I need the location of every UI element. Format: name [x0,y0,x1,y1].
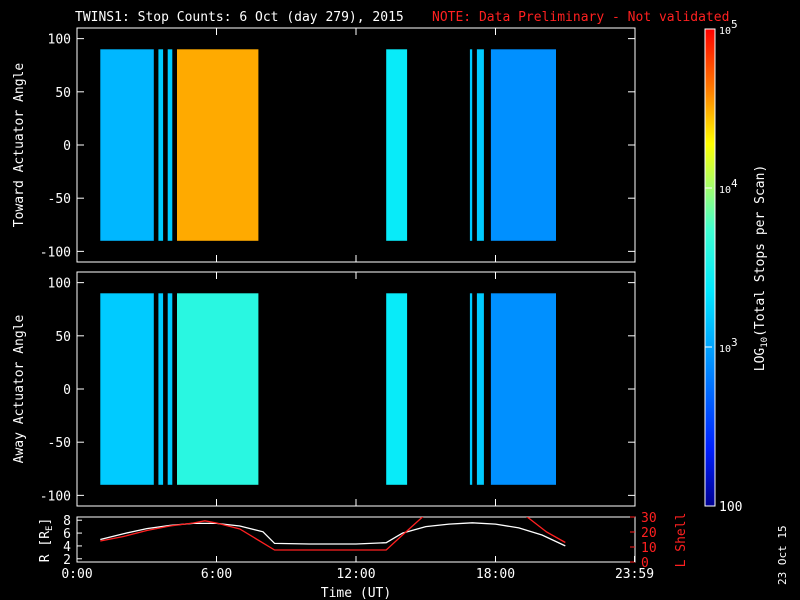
heatmap-block [167,49,173,241]
ytick-label: -50 [48,436,71,451]
heatmap-block [158,293,164,485]
heatmap-block [476,293,484,485]
chart-title: TWINS1: Stop Counts: 6 Oct (day 279), 20… [75,10,404,25]
heatmap-block [476,49,484,241]
colorbar: 105 104 103 100 LOG10(Total Stops per Scan) [704,18,770,515]
heatmap-block [100,49,154,241]
heatmap-block [167,293,173,485]
colorbar-scale [704,28,716,507]
heatmap-block [386,293,408,485]
orbit-x-ticks: 0:00 6:00 12:00 18:00 23:59 [61,556,654,582]
ytick-label: 0 [63,139,71,154]
toward-yaxis-ticks: 100 50 0 -50 -100 [40,28,636,262]
xaxis-label: Time (UT) [321,586,391,600]
heatmap-block [490,293,556,485]
colorbar-tick-label: 100 [719,500,742,515]
heatmap-block [386,49,408,241]
toward-heatmap [100,49,556,241]
xtick-label: 23:59 [615,567,654,582]
toward-ylabel: Toward Actuator Angle [12,63,27,228]
away-heatmap [100,293,556,485]
toward-angle-panel: 100 50 0 -50 -100 Toward Actuator Angle [12,27,636,263]
xtick-label: 12:00 [336,567,375,582]
away-angle-panel: 100 50 0 -50 -100 Away Actuator Angle [12,271,636,507]
lshell-label: L Shell [674,513,689,568]
lshell-series-line [100,517,566,551]
ytick-label: 0 [63,383,71,398]
colorbar-tick-label: 105 [719,18,738,37]
heatmap-block [469,49,473,241]
colorbar-ticks: 105 104 103 100 [705,18,742,515]
ytick-label: 100 [48,277,71,292]
ytick-label: -100 [40,489,71,504]
heatmap-block [158,49,164,241]
date-stamp: 23 Oct 15 [776,525,789,585]
ytick-label: 6 [63,527,71,542]
y2tick-label: 30 [641,511,657,526]
xtick-label: 6:00 [201,567,232,582]
colorbar-tick-label: 103 [719,336,738,355]
ytick-label: 4 [63,540,71,555]
heatmap-block [490,49,556,241]
ytick-label: 2 [63,553,71,568]
y2tick-label: 10 [641,541,657,556]
heatmap-block [469,293,473,485]
ytick-label: 100 [48,33,71,48]
heatmap-block [177,49,259,241]
ytick-label: 8 [63,514,71,529]
away-ylabel: Away Actuator Angle [12,314,27,463]
y2tick-label: 0 [641,556,649,571]
orbit-ylabel: R [RE] [38,518,55,563]
ytick-label: 50 [55,330,71,345]
heatmap-block [177,293,259,485]
xtick-label: 18:00 [476,567,515,582]
preliminary-note: NOTE: Data Preliminary - Not validated [432,10,729,25]
ytick-label: -100 [40,245,71,260]
orbit-lines [100,517,566,551]
away-yaxis-ticks: 100 50 0 -50 -100 [40,272,636,506]
colorbar-tick-label: 104 [719,177,738,196]
xtick-label: 0:00 [61,567,92,582]
ytick-label: -50 [48,192,71,207]
ytick-label: 50 [55,86,71,101]
colorbar-label: LOG10(Total Stops per Scan) [753,165,770,372]
heatmap-block [100,293,154,485]
y2tick-label: 20 [641,526,657,541]
